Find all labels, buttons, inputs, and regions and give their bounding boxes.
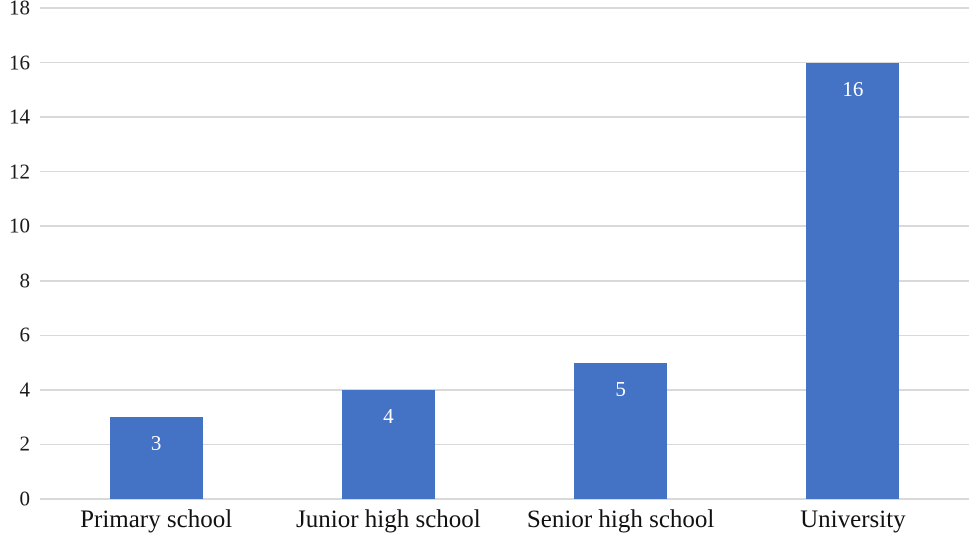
bar: 3 bbox=[109, 417, 203, 499]
y-axis-tick-label: 4 bbox=[19, 377, 31, 402]
x-axis-category-label: Primary school bbox=[80, 506, 233, 533]
plot-area: 3 4 5 16 bbox=[40, 7, 969, 500]
bar-value-label: 4 bbox=[383, 403, 394, 428]
gridline bbox=[40, 7, 969, 9]
y-axis-tick-label: 0 bbox=[19, 486, 31, 511]
x-axis-category-label: University bbox=[800, 506, 906, 533]
gridline bbox=[40, 334, 969, 337]
y-axis-tick-label: 6 bbox=[19, 322, 31, 347]
y-axis-tick-label: 16 bbox=[9, 50, 30, 75]
x-axis-category-label: Senior high school bbox=[526, 506, 715, 533]
bar: 16 bbox=[806, 62, 900, 499]
y-axis-tick-label: 2 bbox=[19, 431, 31, 456]
bar-value-label: 16 bbox=[842, 76, 864, 101]
gridline bbox=[40, 280, 969, 282]
x-axis-category-label: Junior high school bbox=[296, 506, 481, 533]
y-axis-tick-label: 10 bbox=[9, 213, 30, 238]
bar-value-label: 5 bbox=[615, 376, 626, 401]
bar-value-label: 3 bbox=[150, 431, 162, 456]
gridline bbox=[40, 389, 969, 391]
gridline bbox=[40, 170, 969, 173]
gridline bbox=[40, 443, 969, 446]
bar: 4 bbox=[341, 389, 435, 499]
y-axis-tick-label: 14 bbox=[9, 104, 30, 129]
y-axis-tick-label: 12 bbox=[9, 159, 30, 184]
gridline bbox=[40, 225, 969, 227]
gridline bbox=[40, 116, 969, 118]
y-axis-tick-label: 18 bbox=[9, 0, 30, 20]
bar: 5 bbox=[574, 362, 668, 499]
gridline bbox=[40, 61, 969, 64]
gridline bbox=[40, 498, 969, 500]
y-axis-tick-label: 8 bbox=[19, 268, 31, 293]
